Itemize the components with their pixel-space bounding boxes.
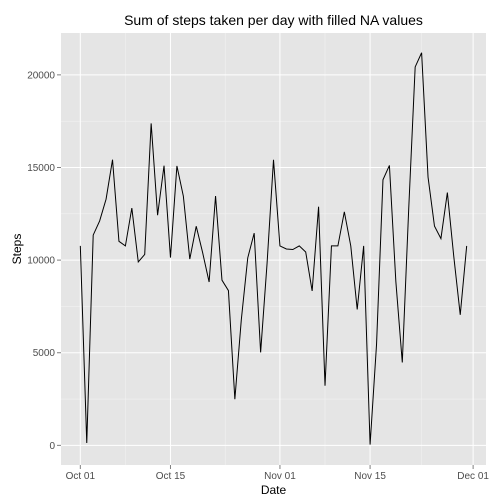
y-tick-label: 5000 xyxy=(33,348,56,359)
y-axis-ticks: 0 5000 10000 15000 20000 xyxy=(27,70,61,452)
x-tick-label: Nov 15 xyxy=(354,471,386,482)
x-tick-label: Oct 15 xyxy=(156,471,186,482)
x-tick-label: Dec 01 xyxy=(457,471,489,482)
y-tick-label: 10000 xyxy=(27,256,55,267)
chart-title: Sum of steps taken per day with filled N… xyxy=(124,12,423,28)
x-tick-label: Nov 01 xyxy=(264,471,296,482)
x-axis-title: Date xyxy=(261,483,287,497)
series-line xyxy=(79,52,468,445)
x-tick-label: Oct 01 xyxy=(66,471,96,482)
plot-panel xyxy=(61,33,486,465)
y-tick-label: 20000 xyxy=(27,70,55,81)
y-tick-label: 0 xyxy=(49,441,55,452)
minor-grid xyxy=(61,33,486,465)
y-axis-title: Steps xyxy=(10,234,24,265)
x-axis-ticks: Oct 01 Oct 15 Nov 01 Nov 15 Dec 01 xyxy=(66,465,489,482)
y-tick-label: 15000 xyxy=(27,163,55,174)
